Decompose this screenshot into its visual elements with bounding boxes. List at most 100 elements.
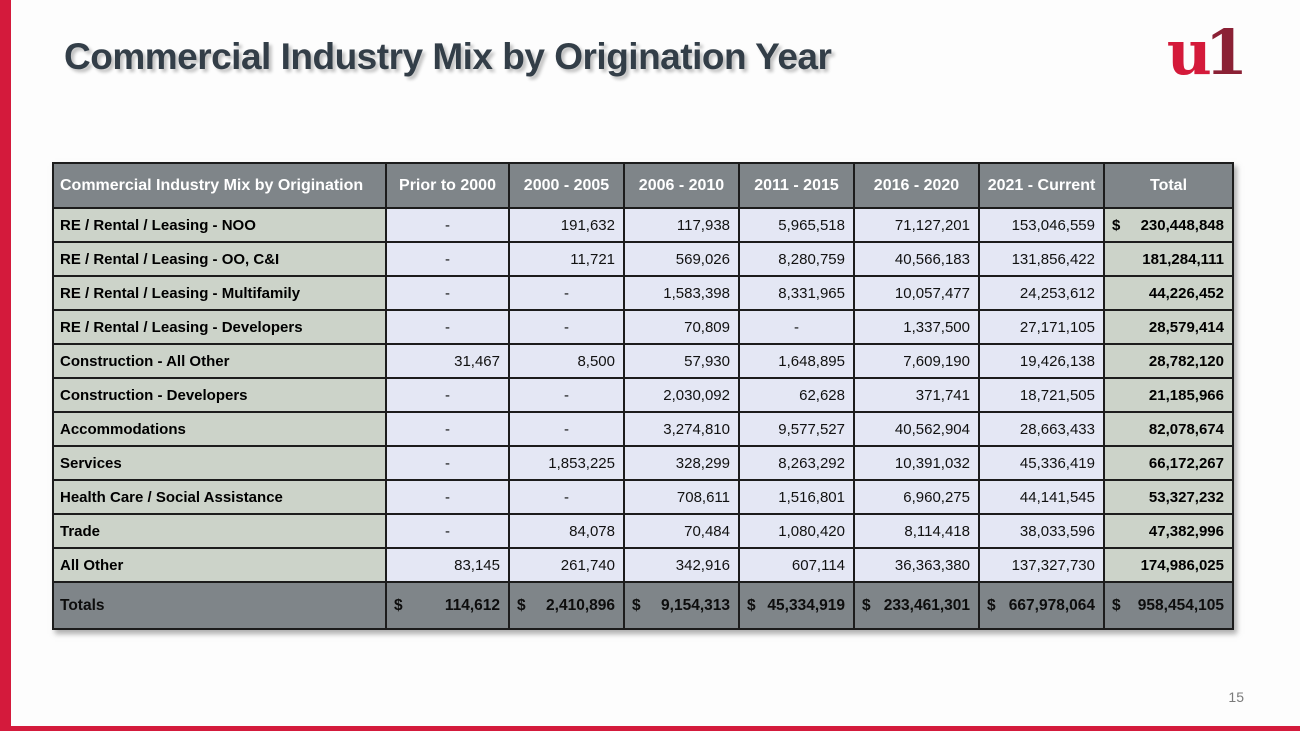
value-cell: 261,740 xyxy=(508,547,625,583)
value-cell: 8,280,759 xyxy=(738,241,855,277)
column-header-label: Commercial Industry Mix by Origination xyxy=(52,162,387,209)
table-row: Construction - Developers - -2,030,092 62,6… xyxy=(52,377,1234,413)
value-cell: 8,331,965 xyxy=(738,275,855,311)
totals-value: 2,410,896 xyxy=(546,596,615,614)
value-cell: - xyxy=(508,411,625,447)
column-header: 2016 - 2020 xyxy=(853,162,980,209)
total-cell: 82,078,674 xyxy=(1103,411,1234,447)
value-cell: 70,809 xyxy=(623,309,740,345)
column-header: 2011 - 2015 xyxy=(738,162,855,209)
value-cell: 137,327,730 xyxy=(978,547,1105,583)
value-cell: 6,960,275 xyxy=(853,479,980,515)
totals-value-cell: $958,454,105 xyxy=(1103,581,1234,630)
row-label: RE / Rental / Leasing - Multifamily xyxy=(52,275,387,311)
value-cell: 40,562,904 xyxy=(853,411,980,447)
currency-symbol: $ xyxy=(987,596,996,614)
table-row: Construction - All Other 31,467 8,500 57,93… xyxy=(52,343,1234,379)
column-header: 2006 - 2010 xyxy=(623,162,740,209)
value-cell: - xyxy=(385,207,510,243)
totals-value-cell: $45,334,919 xyxy=(738,581,855,630)
value-cell: 3,274,810 xyxy=(623,411,740,447)
value-cell: 27,171,105 xyxy=(978,309,1105,345)
table-row: RE / Rental / Leasing - Multifamily - -1,5… xyxy=(52,275,1234,311)
totals-row: Totals $114,612 $2,410,896 $9,154,313 $45,33… xyxy=(52,581,1234,630)
value-cell: 8,263,292 xyxy=(738,445,855,481)
totals-value: 958,454,105 xyxy=(1137,596,1224,614)
page-number: 15 xyxy=(1228,689,1244,705)
value-cell: 70,484 xyxy=(623,513,740,549)
value-cell: - xyxy=(508,275,625,311)
value-cell: 191,632 xyxy=(508,207,625,243)
table-row: Accommodations - -3,274,810 9,577,527 40,562… xyxy=(52,411,1234,447)
left-accent-bar xyxy=(0,0,11,731)
totals-cell-content: $114,612 xyxy=(388,597,507,615)
value-cell: 62,628 xyxy=(738,377,855,413)
table-row: Services -1,853,225 328,299 8,263,292 10,391… xyxy=(52,445,1234,481)
row-label: Health Care / Social Assistance xyxy=(52,479,387,515)
value-cell: 19,426,138 xyxy=(978,343,1105,379)
total-cell: 44,226,452 xyxy=(1103,275,1234,311)
value-cell: 8,114,418 xyxy=(853,513,980,549)
row-label: Accommodations xyxy=(52,411,387,447)
totals-cell-content: $667,978,064 xyxy=(981,596,1102,615)
totals-value-cell: $667,978,064 xyxy=(978,581,1105,630)
currency-symbol: $ xyxy=(1112,216,1121,234)
value-cell: 8,500 xyxy=(508,343,625,379)
row-label: Services xyxy=(52,445,387,481)
row-label: RE / Rental / Leasing - NOO xyxy=(52,207,387,243)
total-cell: 66,172,267 xyxy=(1103,445,1234,481)
value-cell: 1,583,398 xyxy=(623,275,740,311)
value-cell: 40,566,183 xyxy=(853,241,980,277)
data-table: Commercial Industry Mix by Origination Pr… xyxy=(52,162,1234,630)
value-cell: 708,611 xyxy=(623,479,740,515)
value-cell: - xyxy=(385,445,510,481)
total-cell: 47,382,996 xyxy=(1103,513,1234,549)
value-cell: 2,030,092 xyxy=(623,377,740,413)
value-cell: 84,078 xyxy=(508,513,625,549)
table-row: Trade -84,078 70,484 1,080,420 8,114,418 38,0… xyxy=(52,513,1234,549)
logo-letter-one: 1 xyxy=(1204,16,1248,89)
totals-cell-content: $233,461,301 xyxy=(856,597,977,615)
totals-value-cell: $9,154,313 xyxy=(623,581,740,630)
value-cell: - xyxy=(385,275,510,311)
total-cell: 28,579,414 xyxy=(1103,309,1234,345)
value-cell: 1,853,225 xyxy=(508,445,625,481)
row-label: All Other xyxy=(52,547,387,583)
column-header: Total xyxy=(1103,162,1234,209)
total-cell-content: $230,448,848 xyxy=(1106,216,1231,234)
totals-label: Totals xyxy=(52,581,387,630)
currency-symbol: $ xyxy=(1112,596,1121,614)
value-cell: 36,363,380 xyxy=(853,547,980,583)
totals-cell-content: $45,334,919 xyxy=(741,596,852,615)
row-label: Construction - All Other xyxy=(52,343,387,379)
row-label: Construction - Developers xyxy=(52,377,387,413)
value-cell: 1,080,420 xyxy=(738,513,855,549)
industry-mix-table: Commercial Industry Mix by Origination Pr… xyxy=(52,162,1234,630)
column-header: 2021 - Current xyxy=(978,162,1105,209)
currency-symbol: $ xyxy=(632,596,641,614)
table-row: RE / Rental / Leasing - Developers - -70,8… xyxy=(52,309,1234,345)
column-header: Prior to 2000 xyxy=(385,162,510,209)
value-cell: 38,033,596 xyxy=(978,513,1105,549)
table-row: All Other 83,145 261,740 342,916 607,114 36,3… xyxy=(52,547,1234,583)
value-cell: 44,141,545 xyxy=(978,479,1105,515)
value-cell: 57,930 xyxy=(623,343,740,379)
table-header-row: Commercial Industry Mix by Origination Pr… xyxy=(52,162,1234,209)
totals-value: 45,334,919 xyxy=(767,596,845,614)
value-cell: 1,516,801 xyxy=(738,479,855,515)
value-cell: 117,938 xyxy=(623,207,740,243)
value-cell: 5,965,518 xyxy=(738,207,855,243)
value-cell: - xyxy=(385,377,510,413)
value-cell: 28,663,433 xyxy=(978,411,1105,447)
totals-cell-content: $958,454,105 xyxy=(1106,596,1231,615)
currency-symbol: $ xyxy=(747,596,756,614)
page-title: Commercial Industry Mix by Origination Y… xyxy=(64,36,832,77)
value-cell: - xyxy=(385,241,510,277)
value-cell: 24,253,612 xyxy=(978,275,1105,311)
value-cell: 18,721,505 xyxy=(978,377,1105,413)
totals-value-cell: $2,410,896 xyxy=(508,581,625,630)
value-cell: 342,916 xyxy=(623,547,740,583)
value-cell: 71,127,201 xyxy=(853,207,980,243)
value-cell: 328,299 xyxy=(623,445,740,481)
